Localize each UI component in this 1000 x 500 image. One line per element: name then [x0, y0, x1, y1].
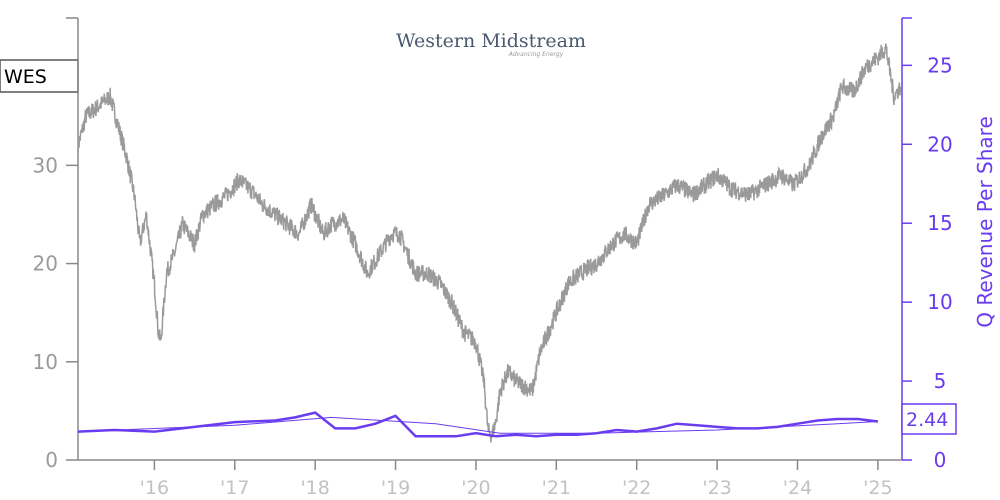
last-value-text: 2.44 — [906, 409, 948, 431]
x-tick-label: '22 — [622, 477, 651, 499]
revenue-series-line — [77, 411, 879, 438]
right-tick-label: 5 — [934, 369, 947, 393]
x-tick-label: '21 — [542, 477, 571, 499]
right-tick-label: 10 — [927, 290, 952, 314]
x-tick-label: '20 — [461, 477, 490, 499]
right-axis-label: Q Revenue Per Share — [973, 116, 997, 328]
ticker-label: WES — [0, 59, 79, 93]
right-tick-label: 15 — [927, 211, 952, 235]
last-value-label: 2.44 — [901, 403, 957, 435]
right-tick-label: 25 — [927, 53, 952, 77]
left-tick-label: 20 — [33, 252, 58, 276]
left-axis: 0 10 20 30 — [33, 17, 79, 472]
left-tick-label: 0 — [45, 448, 58, 472]
x-tick-label: '17 — [220, 477, 249, 499]
logo-tagline: Advancing Energy — [508, 51, 564, 58]
company-logo: Western Midstream Advancing Energy — [396, 30, 586, 58]
left-axis-ticks: 0 10 20 30 — [33, 153, 78, 472]
last-value-box — [901, 403, 957, 435]
revenue-trend-line — [77, 416, 878, 434]
ticker-text: WES — [4, 66, 47, 88]
x-tick-label: '16 — [140, 477, 169, 499]
price-series-line — [77, 43, 902, 443]
x-tick-label: '24 — [783, 477, 812, 499]
x-axis-ticks: '16 '17 '18 '19 '20 '21 '22 '23 '24 '25 — [140, 460, 893, 499]
x-tick-label: '18 — [300, 477, 329, 499]
right-tick-label: 0 — [934, 448, 947, 472]
x-tick-label: '19 — [381, 477, 410, 499]
right-axis: 0 5 10 15 20 25 Q Revenue Per Share — [901, 17, 997, 472]
left-tick-label: 10 — [33, 350, 58, 374]
x-tick-label: '23 — [702, 477, 731, 499]
x-tick-label: '25 — [863, 477, 892, 499]
right-axis-ticks: 0 5 10 15 20 25 — [902, 53, 953, 472]
logo-name: Western Midstream — [396, 30, 586, 52]
right-tick-label: 20 — [927, 132, 952, 156]
left-tick-label: 30 — [33, 153, 58, 177]
x-axis: '16 '17 '18 '19 '20 '21 '22 '23 '24 '25 — [78, 459, 902, 499]
